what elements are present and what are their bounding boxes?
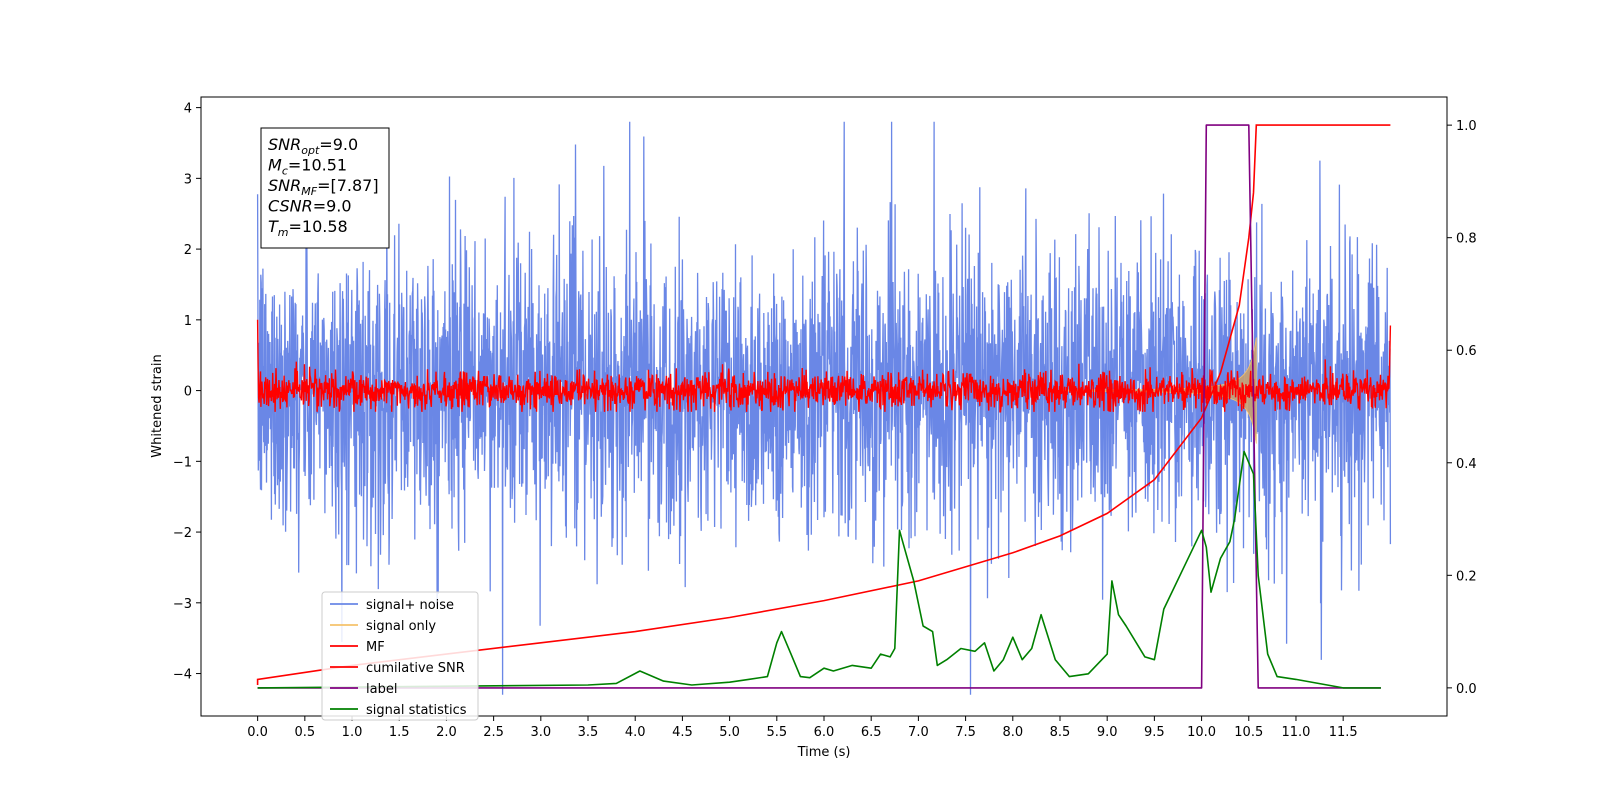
annotation-line: Tm=10.58 [268, 217, 348, 239]
x-tick-label: 8.5 [1050, 725, 1071, 740]
annotation-frame [260, 127, 390, 249]
legend-mf: MF [366, 640, 385, 655]
y-tick-label: 1 [184, 314, 192, 329]
y2-tick-label: 0.0 [1456, 682, 1477, 697]
y-axis-label: Whitened strain [150, 354, 165, 457]
legend-signal-noise: signal+ noise [366, 598, 454, 613]
x-tick-label: 2.0 [436, 725, 457, 740]
x-tick-label: 11.5 [1329, 725, 1358, 740]
y-tick-label: 2 [184, 243, 192, 258]
x-tick-label: 10.0 [1187, 725, 1216, 740]
x-axis-label: Time (s) [797, 745, 851, 760]
legend-signal-only: signal only [366, 619, 436, 634]
legend-frame [321, 591, 479, 721]
y-tick-label: −2 [173, 526, 192, 541]
y-tick-label: 4 [184, 102, 192, 117]
y2-tick-label: 0.8 [1456, 232, 1477, 247]
x-tick-label: 5.0 [719, 725, 740, 740]
y2-axis: 1.0 0.8 0.6 0.4 0.2 0.0 [1447, 119, 1477, 697]
x-tick-label: 5.5 [766, 725, 787, 740]
x-tick-label: 1.5 [389, 725, 410, 740]
annotation-line: SNRopt=9.0 [268, 135, 358, 157]
y-tick-label: 3 [184, 172, 192, 187]
x-tick-label: 6.0 [814, 725, 835, 740]
legend-label: label [366, 682, 397, 697]
series-signal-noise [256, 121, 1392, 695]
y-tick-label: −4 [173, 668, 192, 683]
legend-cumulative-snr: cumilative SNR [366, 661, 465, 676]
y-axis: 4 3 2 1 0 −1 −2 −3 −4 [173, 102, 201, 683]
y2-tick-label: 1.0 [1456, 119, 1477, 134]
annotation-box: SNRopt=9.0Mc=10.51SNRMF=[7.87]CSNR=9.0Tm… [260, 127, 390, 249]
x-tick-label: 6.5 [861, 725, 882, 740]
series-signal-statistics [257, 450, 1381, 689]
y-tick-label: 0 [184, 385, 192, 400]
x-tick-label: 7.5 [955, 725, 976, 740]
annotation-line: CSNR=9.0 [268, 197, 352, 216]
x-axis: 0.0 0.5 1.0 1.5 2.0 2.5 3.0 3.5 4.0 4.5 5.0 5.5 6.0 6… [247, 716, 1358, 740]
legend-signal-statistics: signal statistics [366, 703, 467, 718]
x-tick-label: 3.5 [578, 725, 599, 740]
annotation-line: SNRMF=[7.87] [268, 176, 379, 198]
x-tick-label: 3.0 [530, 725, 551, 740]
series-mf [256, 319, 1392, 413]
x-tick-label: 10.5 [1234, 725, 1263, 740]
x-tick-label: 0.5 [294, 725, 315, 740]
x-tick-label: 1.0 [342, 725, 363, 740]
y2-tick-label: 0.4 [1456, 457, 1477, 472]
annotation-line: Mc=10.51 [268, 156, 347, 178]
x-tick-label: 4.5 [672, 725, 693, 740]
x-tick-label: 0.0 [247, 725, 268, 740]
series-label [257, 124, 1381, 689]
x-tick-label: 4.0 [625, 725, 646, 740]
y-tick-label: −3 [173, 597, 192, 612]
y-tick-label: −1 [173, 455, 192, 470]
legend: signal+ noise signal only MF cumilative SNR… [321, 591, 479, 721]
x-tick-label: 9.5 [1144, 725, 1165, 740]
y2-tick-label: 0.6 [1456, 344, 1477, 359]
x-tick-label: 11.0 [1281, 725, 1310, 740]
x-tick-label: 2.5 [483, 725, 504, 740]
y2-tick-label: 0.2 [1456, 569, 1477, 584]
x-tick-label: 8.0 [1002, 725, 1023, 740]
x-tick-label: 9.0 [1097, 725, 1118, 740]
x-tick-label: 7.0 [908, 725, 929, 740]
